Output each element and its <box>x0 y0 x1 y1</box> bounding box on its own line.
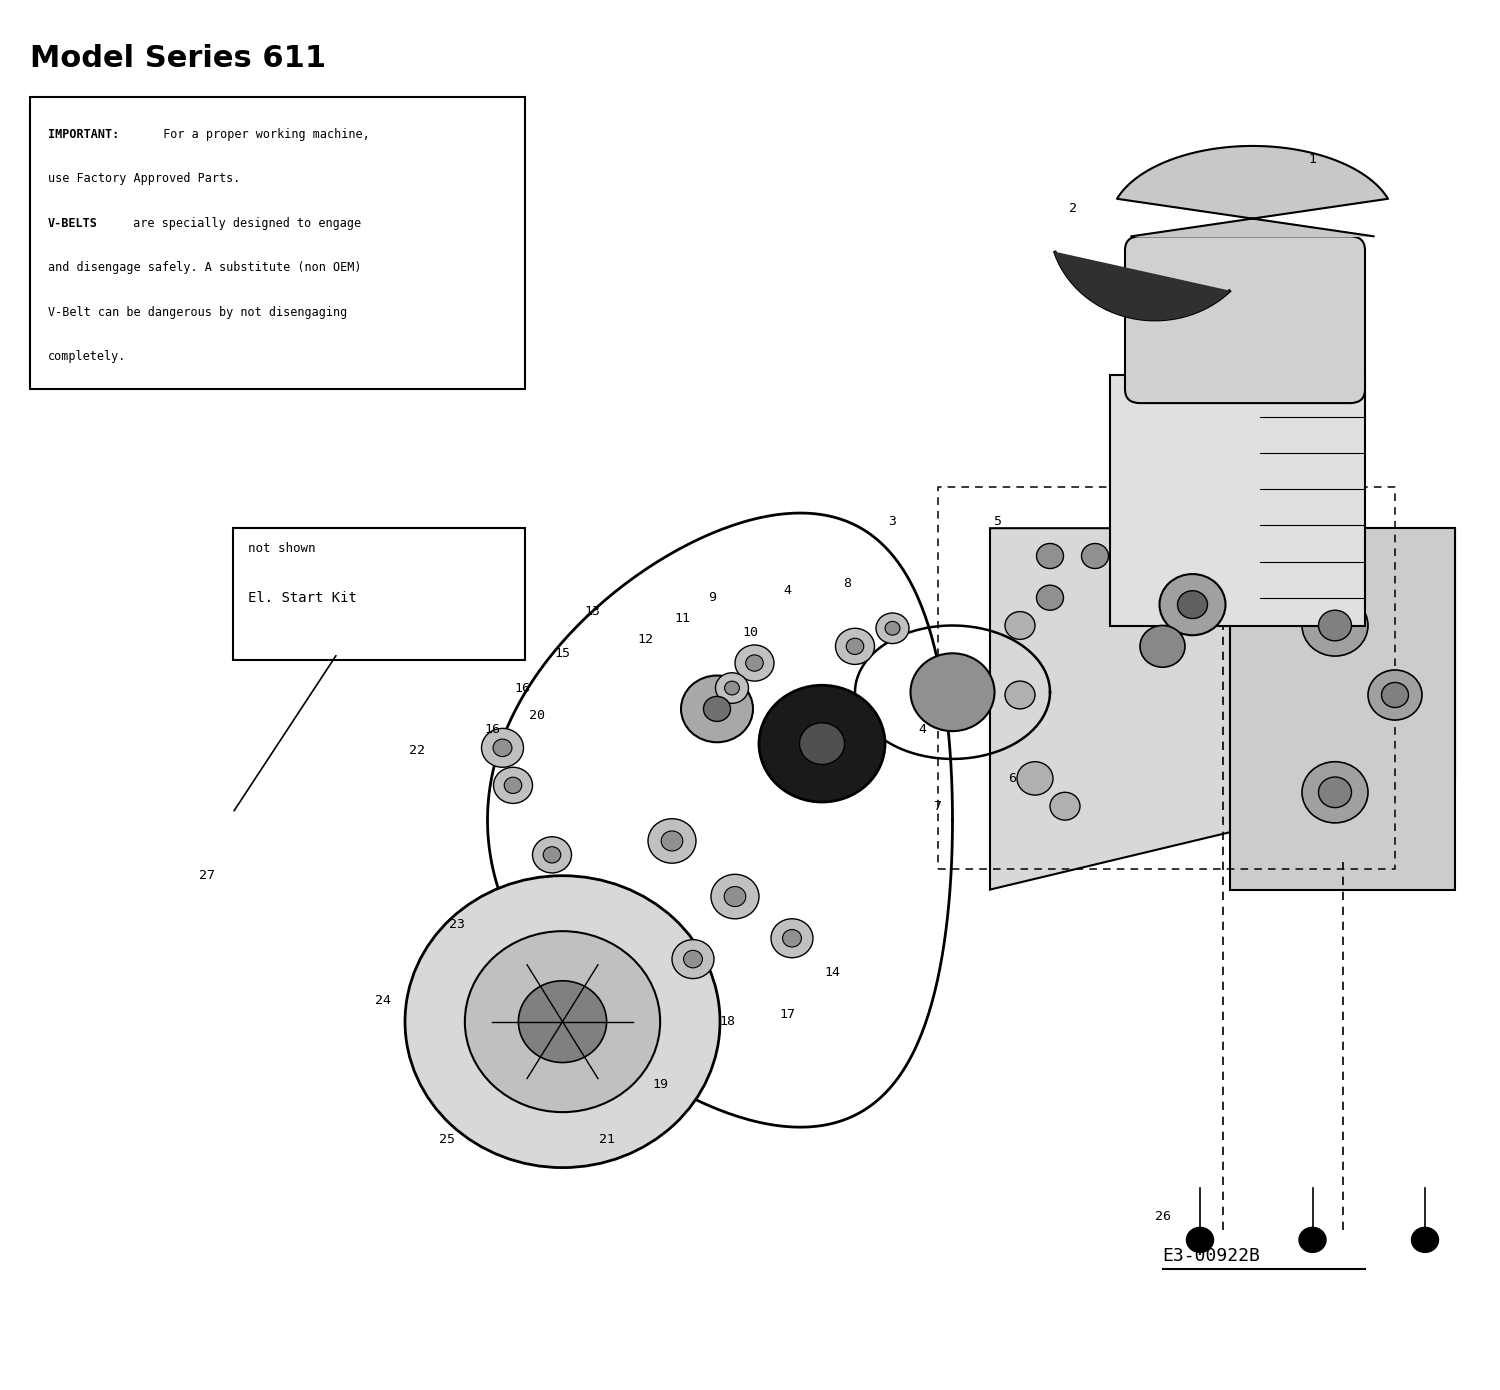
Circle shape <box>771 919 813 958</box>
Circle shape <box>1178 591 1208 619</box>
Polygon shape <box>990 528 1455 890</box>
Circle shape <box>1318 777 1352 808</box>
Circle shape <box>1302 595 1368 656</box>
Circle shape <box>405 876 720 1168</box>
Circle shape <box>662 831 682 851</box>
Circle shape <box>504 777 522 794</box>
Circle shape <box>1186 1227 1214 1252</box>
Text: 5: 5 <box>993 514 1002 528</box>
Circle shape <box>910 653 995 731</box>
Text: 2: 2 <box>1068 202 1077 215</box>
Text: are specially designed to engage: are specially designed to engage <box>126 217 362 229</box>
Circle shape <box>711 874 759 919</box>
Circle shape <box>1318 610 1352 641</box>
Text: For a proper working machine,: For a proper working machine, <box>156 128 369 140</box>
Circle shape <box>465 931 660 1112</box>
Text: 25: 25 <box>440 1133 454 1147</box>
Circle shape <box>735 645 774 681</box>
Text: 4: 4 <box>918 723 927 737</box>
Circle shape <box>543 847 561 863</box>
Circle shape <box>519 981 606 1062</box>
Circle shape <box>482 728 524 767</box>
Text: V-BELTS: V-BELTS <box>48 217 98 229</box>
Circle shape <box>1382 682 1408 708</box>
Circle shape <box>648 819 696 863</box>
FancyBboxPatch shape <box>1125 236 1365 403</box>
Text: Model Series 611: Model Series 611 <box>30 44 326 74</box>
Text: 24: 24 <box>375 994 390 1008</box>
Text: completely.: completely. <box>48 350 126 363</box>
Text: 12: 12 <box>638 632 652 646</box>
Text: 17: 17 <box>780 1008 795 1022</box>
Text: 7: 7 <box>933 799 942 813</box>
FancyBboxPatch shape <box>30 97 525 389</box>
Polygon shape <box>1118 146 1388 236</box>
Circle shape <box>1005 612 1035 639</box>
Circle shape <box>724 887 746 906</box>
Circle shape <box>759 685 885 802</box>
Circle shape <box>876 613 909 644</box>
Circle shape <box>681 676 753 742</box>
Text: not shown: not shown <box>248 542 315 555</box>
Circle shape <box>1050 792 1080 820</box>
FancyBboxPatch shape <box>232 528 525 660</box>
Text: 9: 9 <box>708 591 717 605</box>
Circle shape <box>684 951 702 967</box>
Polygon shape <box>1054 253 1228 320</box>
Text: 3: 3 <box>888 514 897 528</box>
Circle shape <box>1017 762 1053 795</box>
Text: and disengage safely. A substitute (non OEM): and disengage safely. A substitute (non … <box>48 261 362 274</box>
Text: 16: 16 <box>514 681 529 695</box>
Text: 22: 22 <box>410 744 424 758</box>
Text: 20: 20 <box>530 709 544 723</box>
Circle shape <box>1299 1227 1326 1252</box>
Circle shape <box>1036 585 1064 610</box>
Text: 8: 8 <box>843 577 852 591</box>
Text: 19: 19 <box>652 1077 668 1091</box>
Text: 4: 4 <box>783 584 792 598</box>
Circle shape <box>1140 626 1185 667</box>
Circle shape <box>672 940 714 979</box>
Circle shape <box>1412 1227 1438 1252</box>
Text: 14: 14 <box>825 966 840 980</box>
Circle shape <box>746 655 764 671</box>
Circle shape <box>1302 762 1368 823</box>
Text: 27: 27 <box>200 869 214 883</box>
Text: 18: 18 <box>720 1015 735 1029</box>
Text: 1: 1 <box>1308 153 1317 167</box>
Text: 11: 11 <box>675 612 690 626</box>
Circle shape <box>783 930 801 947</box>
Circle shape <box>846 638 864 655</box>
Text: El. Start Kit: El. Start Kit <box>248 591 357 605</box>
Text: 13: 13 <box>585 605 600 619</box>
Circle shape <box>800 723 844 765</box>
Circle shape <box>1005 681 1035 709</box>
Text: IMPORTANT:: IMPORTANT: <box>48 128 120 140</box>
Circle shape <box>704 696 730 721</box>
Text: 23: 23 <box>450 917 465 931</box>
Text: V-Belt can be dangerous by not disengaging: V-Belt can be dangerous by not disengagi… <box>48 306 346 318</box>
Circle shape <box>836 628 874 664</box>
Circle shape <box>1160 574 1226 635</box>
Circle shape <box>494 739 512 756</box>
Text: 26: 26 <box>1155 1209 1170 1223</box>
Circle shape <box>1368 670 1422 720</box>
Circle shape <box>1036 543 1064 569</box>
Circle shape <box>724 681 740 695</box>
Circle shape <box>885 621 900 635</box>
Circle shape <box>1082 543 1108 569</box>
FancyBboxPatch shape <box>1110 375 1365 626</box>
Text: 10: 10 <box>742 626 758 639</box>
Text: 16: 16 <box>484 723 500 737</box>
Text: 6: 6 <box>1008 771 1017 785</box>
Circle shape <box>494 767 532 803</box>
Circle shape <box>716 673 748 703</box>
Text: use Factory Approved Parts.: use Factory Approved Parts. <box>48 172 240 185</box>
Text: 21: 21 <box>600 1133 615 1147</box>
Text: E3-00922B: E3-00922B <box>1162 1247 1260 1265</box>
Text: 15: 15 <box>555 646 570 660</box>
Circle shape <box>532 837 572 873</box>
FancyBboxPatch shape <box>1230 528 1455 890</box>
